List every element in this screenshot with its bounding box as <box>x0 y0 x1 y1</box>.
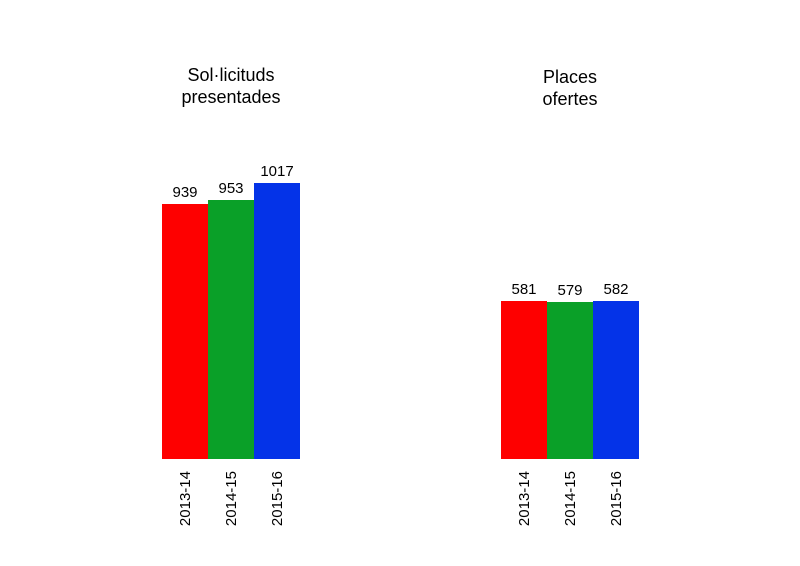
bars-places: 581 579 582 <box>501 282 639 459</box>
bar <box>254 183 300 459</box>
bar <box>162 204 208 459</box>
chart-title-sollicituds: Sol·licituds presentades <box>151 64 311 108</box>
category-cell: 2013-14 <box>501 471 547 526</box>
category-cell: 2014-15 <box>208 471 254 526</box>
category-label: 2015-16 <box>607 471 625 527</box>
bar-group: 582 <box>593 282 639 459</box>
bar-value-label: 953 <box>218 180 244 197</box>
category-cell: 2013-14 <box>162 471 208 526</box>
bar-value-label: 579 <box>557 282 583 299</box>
bar-group: 953 <box>208 181 254 459</box>
categories-sollicituds: 2013-14 2014-15 2015-16 <box>162 471 300 526</box>
category-cell: 2015-16 <box>254 471 300 526</box>
category-cell: 2015-16 <box>593 471 639 526</box>
bar-value-label: 582 <box>603 281 629 298</box>
bar <box>501 301 547 459</box>
bar <box>208 200 254 459</box>
bar-group: 939 <box>162 185 208 459</box>
bar <box>593 301 639 459</box>
chart-title-line: Places <box>542 67 598 87</box>
category-cell: 2014-15 <box>547 471 593 526</box>
chart-title-places: Places ofertes <box>490 66 650 110</box>
bars-sollicituds: 939 953 1017 <box>162 164 300 459</box>
category-label: 2015-16 <box>268 471 286 527</box>
bar <box>547 302 593 459</box>
category-label: 2014-15 <box>222 471 240 527</box>
category-label: 2013-14 <box>515 471 533 527</box>
chart-title-line: ofertes <box>542 89 598 109</box>
bar-group: 579 <box>547 283 593 459</box>
bar-group: 581 <box>501 282 547 459</box>
bar-value-label: 1017 <box>260 163 294 180</box>
bar-value-label: 581 <box>511 281 537 298</box>
category-label: 2013-14 <box>176 471 194 527</box>
chart-title-line: presentades <box>181 87 281 107</box>
bar-value-label: 939 <box>172 184 198 201</box>
categories-places: 2013-14 2014-15 2015-16 <box>501 471 639 526</box>
bar-group: 1017 <box>254 164 300 459</box>
chart-title-line: Sol·licituds <box>187 65 275 85</box>
category-label: 2014-15 <box>561 471 579 527</box>
